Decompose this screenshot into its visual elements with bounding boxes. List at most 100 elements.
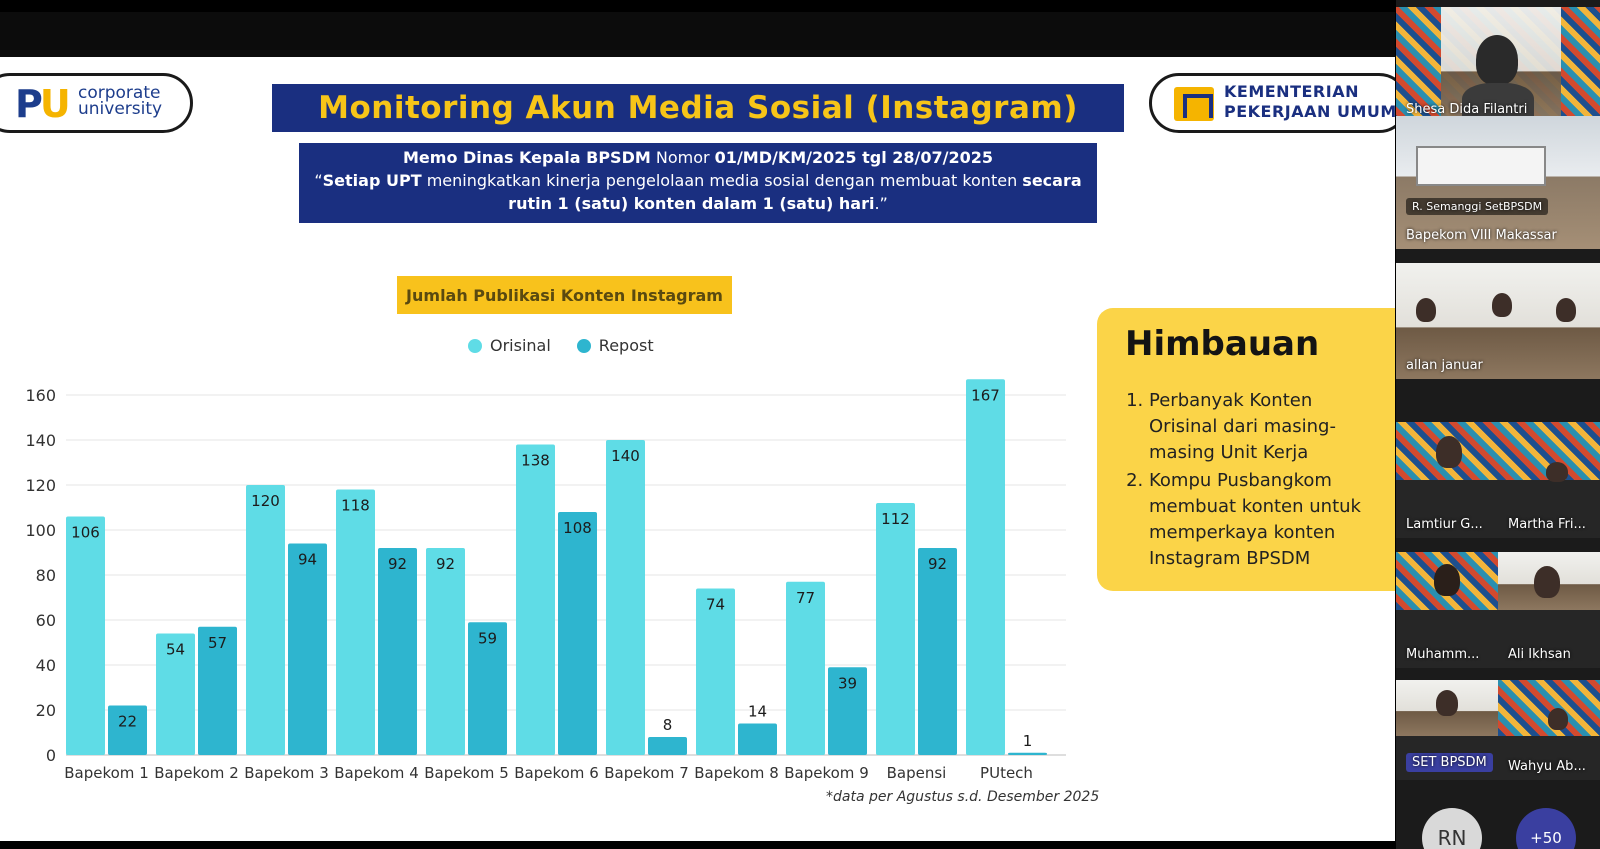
- data-label-orisinal: 120: [251, 492, 280, 510]
- bar-repost: [198, 626, 237, 755]
- bar-orisinal: [246, 485, 285, 755]
- data-label-orisinal: 92: [436, 555, 455, 573]
- participant-name: allan januar: [1406, 358, 1483, 373]
- shared-slide: PU corporate university Monitoring Akun …: [0, 57, 1395, 841]
- participant-name: Wahyu Ab...: [1508, 759, 1586, 774]
- logo-pu-mark: PU: [15, 82, 71, 126]
- data-label-orisinal: 140: [611, 447, 640, 465]
- legend-label-orisinal: Orisinal: [490, 336, 551, 355]
- legend-item-repost: Repost: [576, 336, 654, 355]
- bar-orisinal: [876, 503, 915, 755]
- bar-orisinal: [966, 379, 1005, 755]
- participant-head: [1534, 566, 1560, 598]
- y-tick-label: 20: [36, 701, 56, 720]
- bar-repost: [918, 548, 957, 755]
- x-tick-label: Bapensi: [887, 764, 947, 782]
- data-label-repost: 59: [478, 629, 497, 647]
- video-frame: [1498, 680, 1600, 736]
- bar-repost: [378, 548, 417, 755]
- bar-chart: 0 20 40 60 80 100 120 140 160 106 22 Bapekom 1 54 57 B…: [25, 379, 1066, 782]
- data-label-repost: 8: [663, 716, 673, 734]
- participant-tile[interactable]: R. Semanggi SetBPSDM Bapekom VIII Makass…: [1396, 116, 1600, 249]
- data-label-repost: 57: [208, 634, 227, 652]
- participant-tile[interactable]: allan januar: [1396, 263, 1600, 379]
- participant-name: Shesa Dida Filantri: [1406, 102, 1528, 117]
- participant-head: [1546, 462, 1568, 482]
- data-label-orisinal: 118: [341, 497, 370, 515]
- x-tick-label: Bapekom 9: [784, 764, 869, 782]
- participant-tile[interactable]: Martha Fri...: [1498, 422, 1600, 538]
- chart-legend: Orisinal Repost: [468, 336, 654, 355]
- memo-box: Memo Dinas Kepala BPSDM Nomor 01/MD/KM/2…: [299, 143, 1097, 223]
- data-label-repost: 1: [1023, 732, 1033, 750]
- bar-repost: [108, 705, 147, 755]
- bar-repost: [648, 737, 687, 755]
- participant-head: [1476, 35, 1518, 85]
- data-label-orisinal: 112: [881, 510, 910, 528]
- participant-name: Muhamm...: [1406, 647, 1480, 662]
- y-tick-label: 140: [25, 431, 56, 450]
- data-label-orisinal: 54: [166, 641, 185, 659]
- participant-name-badge: SET BPSDM: [1406, 753, 1493, 772]
- participant-avatar[interactable]: RN: [1422, 808, 1482, 849]
- bar-repost: [288, 543, 327, 755]
- participant-head: [1556, 298, 1576, 322]
- kementerian-logo: KEMENTERIAN PEKERJAAN UMUM: [1149, 73, 1395, 133]
- participant-name: Ali Ikhsan: [1508, 647, 1571, 662]
- more-participants-button[interactable]: +50: [1516, 808, 1576, 849]
- x-tick-label: Bapekom 1: [64, 764, 149, 782]
- data-label-repost: 22: [118, 713, 137, 731]
- data-label-orisinal: 106: [71, 524, 100, 542]
- slide-title-box: Monitoring Akun Media Sosial (Instagram): [272, 84, 1124, 132]
- participant-head: [1436, 690, 1458, 716]
- participant-head: [1434, 564, 1460, 596]
- y-tick-label: 40: [36, 656, 56, 675]
- participant-head: [1492, 293, 1512, 317]
- himbauan-panel: Himbauan Perbanyak Konten Orisinal dari …: [1097, 308, 1395, 591]
- participant-name: Lamtiur G...: [1406, 517, 1483, 532]
- data-label-repost: 92: [928, 555, 947, 573]
- participant-tile[interactable]: SET BPSDM: [1396, 680, 1498, 780]
- bar-orisinal: [66, 516, 105, 755]
- himbauan-list: Perbanyak Konten Orisinal dari masing-ma…: [1149, 388, 1379, 574]
- himbauan-title: Himbauan: [1125, 324, 1320, 364]
- bar-orisinal: [606, 440, 645, 755]
- participant-tile[interactable]: Shesa Dida Filantri: [1396, 7, 1600, 123]
- y-tick-label: 100: [25, 521, 56, 540]
- y-tick-label: 80: [36, 566, 56, 585]
- participant-name-badge: R. Semanggi SetBPSDM: [1406, 198, 1549, 215]
- x-tick-label: Bapekom 5: [424, 764, 509, 782]
- data-label-orisinal: 74: [706, 596, 725, 614]
- participant-tile[interactable]: Lamtiur G...: [1396, 422, 1498, 538]
- x-tick-label: PUtech: [980, 764, 1033, 782]
- x-tick-label: Bapekom 8: [694, 764, 779, 782]
- bar-repost: [738, 723, 777, 755]
- data-label-repost: 14: [748, 703, 767, 721]
- participant-name: Martha Fri...: [1508, 517, 1586, 532]
- x-tick-label: Bapekom 3: [244, 764, 329, 782]
- legend-label-repost: Repost: [598, 336, 654, 355]
- memo-line-3: rutin 1 (satu) konten dalam 1 (satu) har…: [508, 194, 888, 213]
- kementerian-line2: PEKERJAAN UMUM: [1224, 102, 1395, 121]
- bar-orisinal: [156, 633, 195, 755]
- bar-repost: [558, 512, 597, 755]
- memo-line-1: Memo Dinas Kepala BPSDM Nomor 01/MD/KM/2…: [403, 148, 993, 167]
- participant-tile[interactable]: Muhamm...: [1396, 552, 1498, 668]
- bar-repost: [1008, 752, 1047, 755]
- participant-head: [1416, 298, 1436, 322]
- bar-repost: [468, 622, 507, 755]
- participant-head: [1436, 436, 1462, 468]
- bar-orisinal: [336, 489, 375, 755]
- data-label-orisinal: 77: [796, 589, 815, 607]
- screen-share-top-bar: [0, 12, 1395, 57]
- participant-tile[interactable]: Ali Ikhsan: [1498, 552, 1600, 668]
- x-tick-label: Bapekom 6: [514, 764, 599, 782]
- bar-orisinal: [696, 588, 735, 755]
- data-label-orisinal: 138: [521, 452, 550, 470]
- bar-orisinal: [426, 548, 465, 755]
- chart-title: Jumlah Publikasi Konten Instagram: [397, 276, 732, 314]
- y-tick-label: 120: [25, 476, 56, 495]
- participant-tile[interactable]: Wahyu Ab...: [1498, 680, 1600, 780]
- data-footnote: *data per Agustus s.d. Desember 2025: [826, 789, 1100, 805]
